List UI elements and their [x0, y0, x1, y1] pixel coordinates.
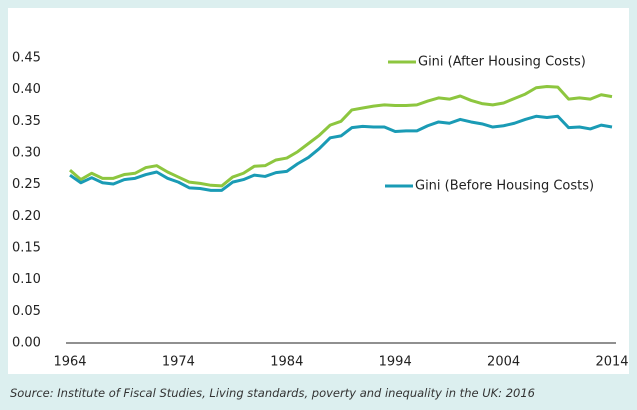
- x-tick-label: 2014: [595, 355, 628, 370]
- y-tick-label: 0.25: [12, 177, 41, 192]
- x-tick-label: 1994: [379, 355, 412, 370]
- x-tick-label: 1974: [162, 355, 195, 370]
- y-tick-label: 0.45: [12, 51, 41, 66]
- x-tick-label: 1984: [270, 355, 303, 370]
- plot-background: [8, 8, 629, 374]
- x-tick-label: 1964: [53, 355, 86, 370]
- y-tick-label: 0.30: [12, 146, 41, 161]
- y-tick-label: 0.15: [12, 241, 41, 256]
- legend-label: Gini (Before Housing Costs): [415, 179, 594, 194]
- data-line: [69, 85, 613, 188]
- y-tick-label: 0.10: [12, 272, 41, 287]
- legend-label: Gini (After Housing Costs): [418, 55, 586, 70]
- y-tick-label: 0.00: [12, 336, 41, 351]
- y-tick-label: 0.35: [12, 114, 41, 129]
- data-line: [69, 114, 613, 192]
- y-tick-label: 0.20: [12, 209, 41, 224]
- source-note: Source: Institute of Fiscal Studies, Liv…: [10, 386, 535, 400]
- y-tick-label: 0.40: [12, 82, 41, 97]
- y-tick-label: 0.05: [12, 304, 41, 319]
- x-tick-label: 2004: [487, 355, 520, 370]
